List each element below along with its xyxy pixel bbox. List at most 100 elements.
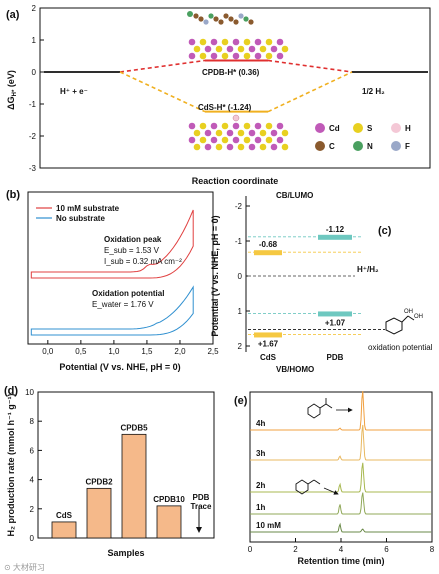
panel-e-xlabel: Retention time (min) [298,556,385,566]
e-sub-value: E_sub = 1.53 V [104,246,160,255]
bar-cpdb2 [86,487,112,539]
watermark: ⊙ 大材研习 [4,562,45,572]
panel-a-ytick-label: 1 [32,36,37,45]
panel-a-label: (a) [6,9,20,21]
panel-e-x-ticks: 0 2 4 6 8 [248,538,435,554]
panel-d-y-ticks: 0 2 4 6 8 10 [25,388,42,543]
oxidation-potential-label: oxidation potential [368,343,433,352]
legend-dot-h [391,123,401,133]
panel-b-xtick-label: 1,0 [108,347,120,356]
h-h2-label: H⁺/H₂ [357,265,379,274]
pdb-trace-label: PDB Trace [190,493,212,511]
panel-d-ytick-label: 6 [30,446,35,455]
bar-label-cpdb5: CPDB5 [120,423,148,432]
vb-value-cds: +1.67 [258,339,279,348]
panel-a-ytick-label: -3 [29,164,37,173]
panel-e-xtick-label: 4 [339,545,344,554]
panel-b-frame [27,191,214,345]
panel-d-label: (d) [4,385,18,397]
cv-curve-10mm-substrate [30,209,194,279]
panel-a-ytick-label: 0 [32,68,37,77]
chromatogram-4h [250,391,432,431]
panel-b-xtick-label: 0,5 [75,347,87,356]
panel-c-ylabel: Potential (V vs. NHE, pH = 0) [210,215,220,336]
cb-value-cds: -0.68 [259,240,278,249]
panel-b-label: (b) [6,189,20,201]
panel-b: 0,0 0,5 1,0 1,5 2,0 2,5 Potential (V vs. NHE,… [27,191,219,372]
panel-e-label: (e) [234,395,248,407]
panel-d-ytick-label: 10 [25,388,34,397]
cds-h-label: CdS-H* (-1.24) [198,103,252,112]
chromatogram-2h [250,462,432,493]
trace-label-1h: 1h [256,503,265,512]
legend-label-f: F [405,142,410,151]
panel-a-ytick-label: -2 [29,132,37,141]
bar-label-cpdb2: CPDB2 [85,477,113,486]
vb-value-pdb: +1.07 [325,318,346,327]
panel-d-ylabel: H₂ production rate (mmol h⁻¹ g⁻¹) [6,394,16,537]
panel-d-bars: CdS CPDB2 CPDB5 CPDB10 [51,423,185,539]
panel-e-xtick-label: 8 [430,545,435,554]
panel-a-xlabel: Reaction coordinate [192,176,279,186]
panel-b-cv-curves [30,209,194,336]
connector-left-CdS-H* [119,71,206,113]
legend-label-h: H [405,124,411,133]
legend-label-c: C [329,142,335,151]
panel-c-ytick-label: -2 [235,202,243,211]
panel-b-xtick-label: 2,0 [174,347,186,356]
panel-b-x-ticks: 0,0 0,5 1,0 1,5 2,0 2,5 [42,340,219,356]
panel-c-category-pdb: PDB [327,353,344,362]
panel-e-xtick-label: 0 [248,545,253,554]
vb-homo-label: VB/HOMO [276,365,314,374]
svg-text:OH: OH [414,314,423,320]
trace-label-2h: 2h [256,481,265,490]
panel-a-left-state: H⁺ + e⁻ [60,87,88,96]
panel-c-y-ticks: -2 -1 0 1 2 [235,202,250,351]
cb-level-pdb [318,234,352,240]
cb-level-cds [254,250,282,256]
panel-a-frame [39,7,431,169]
panel-d-ytick-label: 8 [30,417,35,426]
legend-label-n: N [367,142,373,151]
product-molecule-icon [307,398,353,419]
connector-left-CPDB-H* [119,59,206,73]
trace-label-3h: 3h [256,449,265,458]
legend-no-substrate: No substrate [56,214,105,223]
panel-e-xtick-label: 2 [293,545,298,554]
panel-c-label: (c) [378,225,392,237]
panel-e-frame [249,391,433,543]
panel-c-ytick-label: -1 [235,237,243,246]
legend-dot-f [391,141,401,151]
bar-cds [51,521,77,539]
panel-d-xlabel: Samples [107,548,144,558]
panel-e-xtick-label: 6 [384,545,389,554]
panel-e-chromatograms: 4h 3h 2h 1h 10 mM [250,391,432,533]
bar-label-cpdb10: CPDB10 [153,495,185,504]
panel-d: 0 2 4 6 8 10 H₂ production rate (mmol h⁻¹ g⁻¹… [6,388,215,558]
chromatogram-3h [250,424,432,461]
panel-a-energy-lines [44,59,428,113]
chromatogram-10-mm [250,522,432,533]
substrate-molecule-icon: OH OH [385,309,423,335]
connector-right-CdS-H* [267,71,353,113]
svg-text:OH: OH [404,309,413,315]
panel-c-band-levels: -0.68 +1.67 CdS -1.12 +1.07 PDB [248,225,385,362]
cpdb-h-label: CPDB-H* (0.36) [202,68,260,77]
panel-a-ylabel: ΔGH* (eV) [6,70,18,110]
cb-value-pdb: -1.12 [326,225,345,234]
legend-label-s: S [367,124,373,133]
oxidation-potential-title: Oxidation potential [92,289,164,298]
legend-label-cd: Cd [329,124,340,133]
panel-c-ytick-label: 2 [238,342,243,351]
bar-label-cds: CdS [56,511,73,520]
panel-a-element-legend: Cd S H C N F [315,123,411,151]
e-water-value: E_water = 1.76 V [92,300,154,309]
panel-c-ytick-label: 0 [238,272,243,281]
cpdb-structure-illustration [187,11,289,60]
panel-c-ytick-label: 1 [238,307,243,316]
legend-dot-cd [315,123,325,133]
i-sub-value: I_sub = 0.32 mA cm⁻² [104,257,182,266]
substrate-molecule-icon-e [295,479,339,495]
cb-lumo-label: CB/LUMO [276,191,313,200]
